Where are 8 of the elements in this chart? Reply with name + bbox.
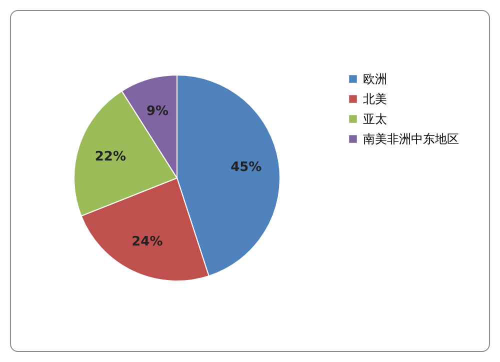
data-label: 9% [146, 104, 169, 119]
legend-label: 亚太 [363, 112, 387, 126]
data-label: 24% [132, 234, 163, 250]
legend-label: 欧洲 [363, 72, 387, 86]
data-label: 22% [94, 149, 126, 164]
legend-label: 北美 [363, 92, 387, 106]
legend-label: 南美非洲中东地区 [363, 132, 459, 146]
data-label: 45% [230, 160, 262, 176]
